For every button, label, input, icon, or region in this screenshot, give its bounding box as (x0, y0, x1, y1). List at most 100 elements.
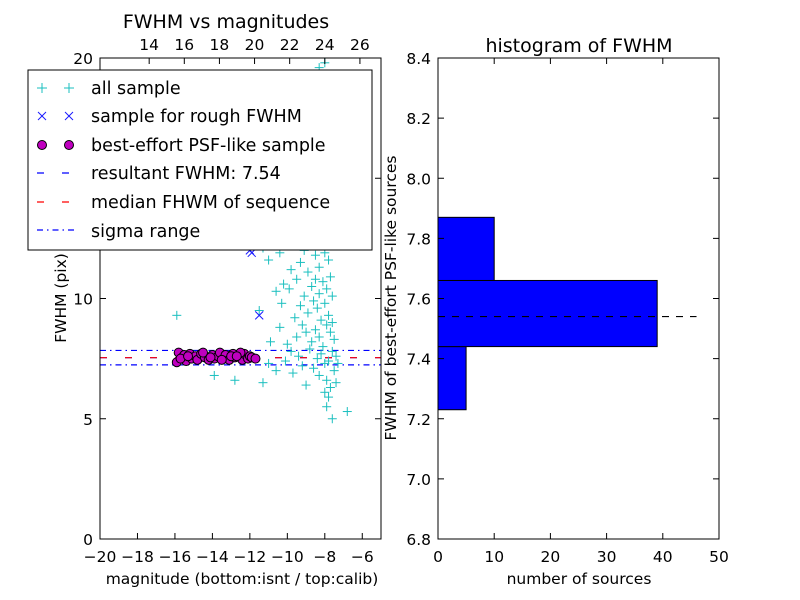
legend-entry-all-sample: all sample (37, 79, 181, 99)
data-point-plus (342, 407, 352, 417)
data-point-plus (327, 318, 337, 328)
legend-entry-resultant: resultant FWHM: 7.54 (37, 164, 281, 184)
data-point-plus (284, 284, 294, 294)
data-point-circle (183, 351, 194, 362)
scatter-x-ticks: −20 −18 −16 −14 −12 −10 −8 −6 (84, 533, 374, 566)
x-tick-label: 0 (433, 548, 443, 566)
data-point-plus (286, 265, 296, 275)
data-point-plus (324, 255, 334, 265)
x-tick-label: −20 (84, 548, 117, 566)
y-tick-label: 8.4 (406, 50, 431, 68)
legend-label: median FHWM of sequence (91, 193, 330, 213)
legend-marker-cross-icon (37, 111, 74, 121)
data-point-plus (282, 339, 292, 349)
legend-marker-circle-icon (64, 140, 74, 150)
x-tick-label: −14 (196, 548, 229, 566)
x-tick-label: −10 (271, 548, 304, 566)
data-point-plus (310, 274, 320, 284)
data-point-plus (275, 322, 285, 332)
data-point-plus (316, 315, 326, 325)
data-point-plus (312, 354, 322, 364)
data-point-plus (314, 370, 324, 380)
top-tick-label: 18 (210, 36, 230, 54)
data-point-plus (327, 414, 337, 424)
data-point-plus (301, 380, 311, 390)
data-point-plus (230, 375, 240, 385)
data-point-plus (312, 303, 322, 313)
y-tick-label: 7.8 (406, 230, 431, 248)
top-tick-label: 20 (245, 36, 265, 54)
top-tick-label: 22 (280, 36, 300, 54)
data-point-plus (324, 392, 334, 402)
scatter-top-ticks: 14 16 18 20 22 24 26 (139, 36, 370, 64)
data-point-plus (254, 306, 264, 316)
data-point-circle (216, 354, 227, 365)
scatter-panel: FWHM vs magnitudes magnitude (bottom:isn… (27, 11, 382, 588)
data-point-plus (303, 308, 313, 318)
x-tick-label: −18 (121, 548, 154, 566)
legend-label: all sample (91, 79, 181, 99)
top-tick-label: 14 (139, 36, 159, 54)
data-point-plus (327, 346, 337, 356)
data-point-plus (324, 310, 334, 320)
data-point-plus (279, 279, 289, 289)
data-point-plus (325, 382, 335, 392)
x-tick-label: −16 (159, 548, 192, 566)
x-tick-label: −6 (351, 548, 374, 566)
scatter-x-axis-label: magnitude (bottom:isnt / top:calib) (106, 570, 379, 588)
legend-label: sample for rough FWHM (91, 107, 302, 127)
data-point-plus (264, 255, 274, 265)
histogram-y-ticks: 6.8 7.0 7.2 7.4 7.6 7.8 8.0 8.2 8.4 (406, 50, 719, 549)
histogram-y-axis-label: FWHM of best-effort PSF-like sources (382, 155, 400, 440)
data-point-plus (301, 327, 311, 337)
data-point-plus (314, 332, 324, 342)
x-tick-label: 10 (484, 548, 504, 566)
data-point-plus (271, 286, 281, 296)
legend-label: resultant FWHM: 7.54 (91, 164, 281, 184)
data-point-plus (292, 274, 302, 284)
data-point-plus (290, 313, 300, 323)
data-point-plus (322, 284, 332, 294)
data-point-plus (318, 342, 328, 352)
data-point-circle (205, 352, 216, 363)
cross-stroke (254, 310, 264, 320)
x-tick-label: −8 (313, 548, 336, 566)
data-point-plus (258, 378, 268, 388)
data-point-circle (198, 347, 209, 358)
data-point-plus (331, 378, 341, 388)
data-point-plus (172, 310, 182, 320)
scatter-y-ticks: 0 5 10 20 (73, 50, 381, 549)
data-point-plus (316, 349, 326, 359)
data-point-plus (299, 291, 309, 301)
data-point-plus (271, 366, 281, 376)
data-point-plus (295, 257, 305, 267)
x-tick-label: 20 (541, 548, 561, 566)
data-point-plus (264, 358, 274, 368)
data-point-plus (294, 351, 304, 361)
data-point-circle (231, 351, 242, 362)
data-point-plus (325, 272, 335, 282)
data-point-plus (209, 370, 219, 380)
data-point-plus (320, 358, 330, 368)
y-tick-label: 7.4 (406, 351, 431, 369)
data-point-cross (254, 310, 264, 320)
data-point-plus (303, 267, 313, 277)
top-tick-label: 26 (350, 36, 370, 54)
histogram-bar (437, 216, 495, 281)
data-point-plus (305, 344, 315, 354)
data-point-plus (314, 262, 324, 272)
data-point-plus (309, 363, 319, 373)
data-point-plus (333, 358, 343, 368)
y-tick-label: 5 (83, 411, 93, 429)
legend-entry-rough-sample: sample for rough FWHM (37, 107, 302, 127)
x-tick-label: 50 (709, 548, 729, 566)
histogram-bar (437, 346, 467, 411)
data-point-plus (295, 301, 305, 311)
legend-entry-psf-sample: best-effort PSF-like sample (37, 136, 326, 156)
data-point-plus (280, 356, 290, 366)
y-tick-label: 7.0 (406, 471, 431, 489)
data-point-plus (307, 281, 317, 291)
legend-marker-plus-icon (37, 83, 74, 93)
data-point-plus (322, 320, 332, 330)
